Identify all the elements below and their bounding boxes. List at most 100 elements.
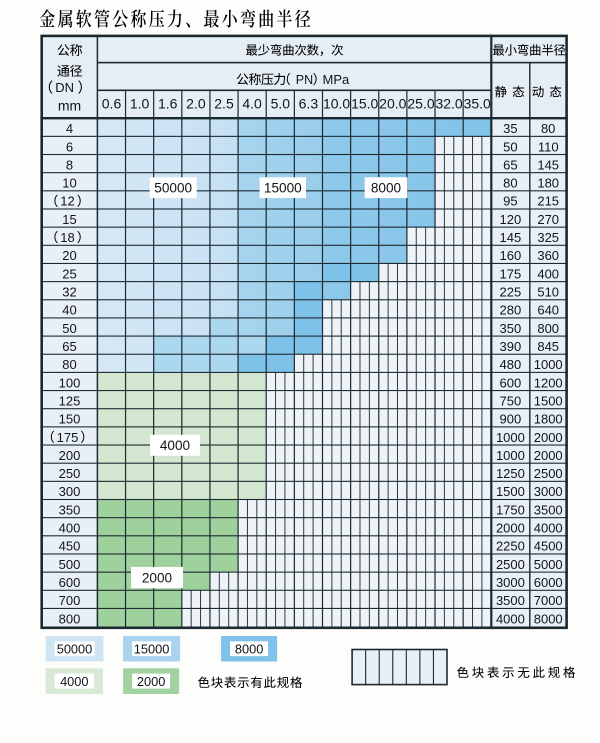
svg-text:15: 15 [62, 212, 76, 227]
svg-text:1250: 1250 [496, 466, 525, 481]
svg-text:2000: 2000 [534, 430, 563, 445]
svg-text:4500: 4500 [534, 539, 563, 554]
svg-text:3500: 3500 [496, 593, 525, 608]
svg-text:65: 65 [503, 157, 517, 172]
svg-text:2.5: 2.5 [214, 96, 234, 112]
svg-text:225: 225 [500, 285, 522, 300]
svg-text:800: 800 [59, 611, 81, 626]
svg-text:2250: 2250 [496, 539, 525, 554]
svg-text:20.0: 20.0 [379, 96, 406, 112]
svg-text:100: 100 [59, 375, 81, 390]
svg-text:65: 65 [62, 339, 76, 354]
svg-text:15000: 15000 [134, 641, 170, 656]
svg-text:2000: 2000 [142, 570, 173, 585]
svg-text:35.0: 35.0 [464, 96, 491, 112]
svg-text:215: 215 [537, 194, 559, 209]
svg-text:50000: 50000 [154, 181, 192, 196]
svg-text:12: 12 [60, 194, 74, 209]
svg-text:20: 20 [62, 248, 76, 263]
svg-text:0.6: 0.6 [102, 96, 122, 112]
svg-text:6.3: 6.3 [299, 96, 319, 112]
svg-text:32: 32 [62, 285, 76, 300]
svg-text:6000: 6000 [534, 575, 563, 590]
svg-text:845: 845 [537, 339, 559, 354]
svg-text:1000: 1000 [534, 357, 563, 372]
svg-text:800: 800 [537, 321, 559, 336]
svg-text:175: 175 [500, 266, 522, 281]
svg-text:32.0: 32.0 [435, 96, 462, 112]
svg-text:1500: 1500 [496, 484, 525, 499]
svg-text:480: 480 [500, 357, 522, 372]
svg-text:8000: 8000 [534, 611, 563, 626]
svg-text:350: 350 [500, 321, 522, 336]
svg-text:125: 125 [59, 394, 81, 409]
svg-text:4000: 4000 [60, 674, 88, 689]
svg-text:400: 400 [59, 521, 81, 536]
svg-text:15000: 15000 [264, 181, 302, 196]
svg-text:2500: 2500 [496, 557, 525, 572]
svg-text:40: 40 [62, 303, 76, 318]
svg-text:180: 180 [537, 176, 559, 191]
svg-text:145: 145 [500, 230, 522, 245]
svg-text:640: 640 [537, 303, 559, 318]
svg-text:1000: 1000 [496, 430, 525, 445]
svg-text:120: 120 [500, 212, 522, 227]
svg-text:25.0: 25.0 [407, 96, 434, 112]
svg-text:mm: mm [58, 97, 81, 113]
svg-text:2000: 2000 [137, 674, 165, 689]
svg-text:750: 750 [500, 394, 522, 409]
svg-text:80: 80 [541, 121, 555, 136]
svg-text:80: 80 [62, 357, 76, 372]
svg-text:3000: 3000 [534, 484, 563, 499]
svg-text:4000: 4000 [160, 438, 191, 453]
svg-text:3000: 3000 [496, 575, 525, 590]
svg-text:1800: 1800 [534, 412, 563, 427]
svg-text:200: 200 [59, 448, 81, 463]
svg-text:450: 450 [59, 539, 81, 554]
svg-text:8: 8 [66, 157, 73, 172]
svg-text:1.0: 1.0 [130, 96, 150, 112]
svg-text:390: 390 [500, 339, 522, 354]
svg-text:280: 280 [500, 303, 522, 318]
svg-text:2000: 2000 [534, 448, 563, 463]
svg-text:15.0: 15.0 [351, 96, 378, 112]
svg-text:145: 145 [537, 157, 559, 172]
svg-text:1200: 1200 [534, 375, 563, 390]
svg-text:MPa: MPa [323, 72, 351, 87]
svg-text:7000: 7000 [534, 593, 563, 608]
svg-text:DN: DN [55, 80, 74, 95]
svg-text:150: 150 [59, 412, 81, 427]
svg-text:4000: 4000 [534, 521, 563, 536]
svg-text:250: 250 [59, 466, 81, 481]
svg-text:6: 6 [66, 139, 73, 154]
svg-text:175: 175 [57, 430, 79, 445]
svg-text:400: 400 [537, 266, 559, 281]
svg-text:4: 4 [66, 121, 73, 136]
svg-text:95: 95 [503, 194, 517, 209]
svg-text:2.0: 2.0 [186, 96, 206, 112]
svg-text:1750: 1750 [496, 502, 525, 517]
svg-text:900: 900 [500, 412, 522, 427]
svg-text:1.6: 1.6 [158, 96, 178, 112]
svg-text:325: 325 [537, 230, 559, 245]
svg-text:80: 80 [503, 176, 517, 191]
svg-text:600: 600 [59, 575, 81, 590]
svg-text:1000: 1000 [496, 448, 525, 463]
svg-text:50: 50 [62, 321, 76, 336]
svg-text:50000: 50000 [57, 641, 93, 656]
svg-text:5.0: 5.0 [271, 96, 291, 112]
svg-text:4.0: 4.0 [242, 96, 262, 112]
svg-text:50: 50 [503, 139, 517, 154]
svg-text:PN: PN [296, 73, 313, 87]
svg-text:2500: 2500 [534, 466, 563, 481]
svg-text:4000: 4000 [496, 611, 525, 626]
svg-text:350: 350 [59, 502, 81, 517]
svg-text:160: 160 [500, 248, 522, 263]
svg-text:300: 300 [59, 484, 81, 499]
svg-text:510: 510 [537, 285, 559, 300]
svg-text:10: 10 [62, 176, 76, 191]
svg-text:500: 500 [59, 557, 81, 572]
svg-text:5000: 5000 [534, 557, 563, 572]
svg-text:10.0: 10.0 [323, 96, 350, 112]
svg-text:35: 35 [503, 121, 517, 136]
